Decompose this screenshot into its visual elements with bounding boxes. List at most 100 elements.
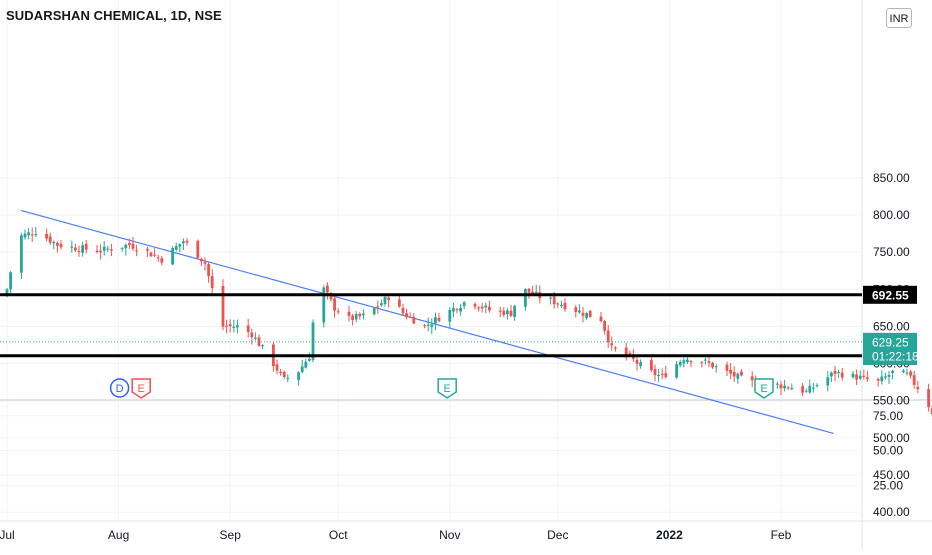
candle[interactable] <box>891 369 894 380</box>
candle[interactable] <box>473 302 477 310</box>
candle[interactable] <box>833 365 837 382</box>
candle[interactable] <box>178 243 182 253</box>
candle[interactable] <box>448 307 452 329</box>
candle[interactable] <box>358 312 362 320</box>
candle[interactable] <box>171 246 174 266</box>
candle[interactable] <box>9 271 12 296</box>
candle[interactable] <box>750 371 754 388</box>
candle[interactable] <box>27 227 30 240</box>
candle[interactable] <box>902 369 905 374</box>
candle[interactable] <box>30 227 34 243</box>
candle[interactable] <box>387 294 390 308</box>
candle[interactable] <box>282 370 286 379</box>
candle[interactable] <box>588 310 592 318</box>
candle[interactable] <box>916 380 920 394</box>
candle[interactable] <box>120 247 124 252</box>
candle[interactable] <box>110 243 113 257</box>
candle[interactable] <box>606 324 610 348</box>
candle[interactable] <box>653 364 657 382</box>
candle[interactable] <box>279 368 282 376</box>
candle[interactable] <box>459 303 462 316</box>
candle[interactable] <box>74 243 77 252</box>
candle[interactable] <box>81 241 84 257</box>
candle[interactable] <box>876 377 880 387</box>
candle[interactable] <box>437 313 441 323</box>
currency-button[interactable]: INR <box>886 8 912 28</box>
candle[interactable] <box>578 304 581 314</box>
candle[interactable] <box>254 332 257 341</box>
candle[interactable] <box>880 370 884 385</box>
candle[interactable] <box>376 300 380 314</box>
candle[interactable] <box>581 306 585 323</box>
trendline[interactable] <box>20 209 834 435</box>
candle[interactable] <box>124 243 128 256</box>
candle[interactable] <box>347 305 351 322</box>
candle[interactable] <box>574 304 578 318</box>
candle[interactable] <box>783 379 786 392</box>
candle[interactable] <box>826 371 830 392</box>
candle[interactable] <box>599 311 603 323</box>
candle[interactable] <box>837 369 840 379</box>
candle[interactable] <box>336 308 340 315</box>
candle[interactable] <box>524 288 527 311</box>
candle[interactable] <box>257 334 261 347</box>
earnings-event-icon[interactable]: E <box>131 378 151 399</box>
candle[interactable] <box>801 383 804 397</box>
candle[interactable] <box>884 372 887 380</box>
candle[interactable] <box>351 313 354 326</box>
candle[interactable] <box>322 285 326 328</box>
candle[interactable] <box>304 358 308 369</box>
candle[interactable] <box>430 318 434 335</box>
candle[interactable] <box>603 319 606 335</box>
candle[interactable] <box>210 269 214 294</box>
candle[interactable] <box>930 405 932 417</box>
candle[interactable] <box>70 240 74 253</box>
candle[interactable] <box>740 369 743 377</box>
candle[interactable] <box>786 385 790 391</box>
candle[interactable] <box>477 306 480 312</box>
candle[interactable] <box>452 302 455 318</box>
candle[interactable] <box>909 370 912 379</box>
candle[interactable] <box>732 366 736 382</box>
candle[interactable] <box>560 300 563 309</box>
candle[interactable] <box>128 238 131 249</box>
candle[interactable] <box>250 328 254 345</box>
candle[interactable] <box>840 368 844 381</box>
candle[interactable] <box>736 372 740 384</box>
candle[interactable] <box>326 282 329 300</box>
candle[interactable] <box>160 256 164 266</box>
candle[interactable] <box>639 359 642 369</box>
candle[interactable] <box>426 317 430 332</box>
candle[interactable] <box>585 312 588 320</box>
candle[interactable] <box>405 308 408 320</box>
candle[interactable] <box>200 257 203 267</box>
candle[interactable] <box>225 319 228 334</box>
candle[interactable] <box>56 241 59 253</box>
candle[interactable] <box>804 388 808 393</box>
candle[interactable] <box>851 370 855 379</box>
candle[interactable] <box>657 368 660 382</box>
candle[interactable] <box>729 362 732 380</box>
candle[interactable] <box>59 240 63 250</box>
candle[interactable] <box>23 229 27 240</box>
candle[interactable] <box>808 379 812 394</box>
candle[interactable] <box>858 370 862 381</box>
candle[interactable] <box>408 312 412 319</box>
candle[interactable] <box>246 318 250 338</box>
candle[interactable] <box>153 248 156 258</box>
candle[interactable] <box>556 302 560 308</box>
candle[interactable] <box>45 228 48 242</box>
candle[interactable] <box>830 371 833 383</box>
candle[interactable] <box>156 254 160 262</box>
candle[interactable] <box>660 368 664 380</box>
candle[interactable] <box>52 240 56 250</box>
candle[interactable] <box>401 304 405 317</box>
candle[interactable] <box>484 302 488 314</box>
candle[interactable] <box>664 365 668 379</box>
candle[interactable] <box>232 319 236 333</box>
candle[interactable] <box>106 245 110 252</box>
candle[interactable] <box>297 371 300 386</box>
candle[interactable] <box>513 305 516 321</box>
candle[interactable] <box>509 304 513 318</box>
